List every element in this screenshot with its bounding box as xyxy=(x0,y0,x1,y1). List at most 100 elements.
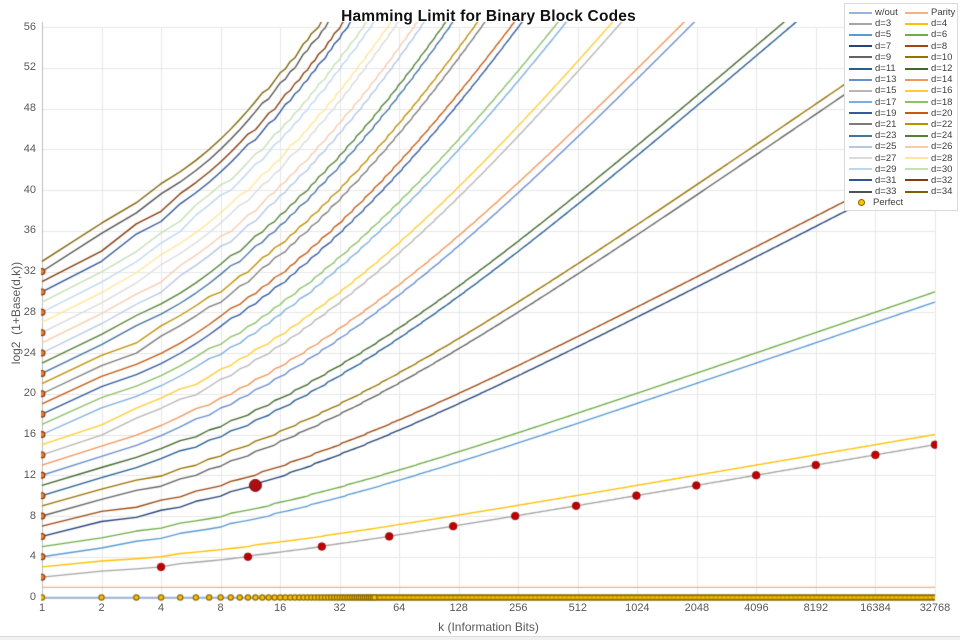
x-tick-label: 128 xyxy=(449,602,468,614)
legend-line-swatch xyxy=(905,123,928,126)
legend-line-swatch xyxy=(849,179,872,182)
legend-entry-d7[interactable]: d=7 xyxy=(845,41,901,52)
legend-entry-d8[interactable]: d=8 xyxy=(901,41,957,52)
legend-entry-d31[interactable]: d=31 xyxy=(845,175,901,186)
legend-entry-d22[interactable]: d=22 xyxy=(901,119,957,130)
y-tick-label: 44 xyxy=(23,142,36,155)
x-tick-label: 2048 xyxy=(684,602,710,614)
legend-entry-d33[interactable]: d=33 xyxy=(845,186,901,197)
x-tick-label: 256 xyxy=(509,602,528,614)
legend[interactable]: w/out Parity d=3 d=4 d=5 d=6 d=7 d=8 d=9 d=10 d=11… xyxy=(844,3,958,212)
legend-entry-d27[interactable]: d=27 xyxy=(845,153,901,164)
x-tick-label: 1024 xyxy=(625,602,650,614)
y-tick-label: 40 xyxy=(23,183,36,196)
legend-entry-d20[interactable]: d=20 xyxy=(901,108,957,119)
legend-entry-d6[interactable]: d=6 xyxy=(901,29,957,40)
legend-label: d=32 xyxy=(931,174,953,186)
legend-entry-d29[interactable]: d=29 xyxy=(845,164,901,175)
legend-row: d=19 d=20 xyxy=(845,108,957,119)
legend-line-swatch xyxy=(905,157,928,160)
legend-entry-d13[interactable]: d=13 xyxy=(845,74,901,85)
legend-entry-d10[interactable]: d=10 xyxy=(901,52,957,63)
legend-line-swatch xyxy=(849,157,872,160)
legend-entry-d21[interactable]: d=21 xyxy=(845,119,901,130)
legend-row: d=5 d=6 xyxy=(845,29,957,40)
chart-title[interactable]: Hamming Limit for Binary Block Codes xyxy=(341,8,636,25)
legend-line-swatch xyxy=(905,134,928,137)
legend-entry-d15[interactable]: d=15 xyxy=(845,85,901,96)
legend-label: d=14 xyxy=(931,74,953,86)
legend-entry-perfect[interactable]: Perfect xyxy=(845,197,957,208)
legend-entry-d3[interactable]: d=3 xyxy=(845,18,901,29)
legend-label: d=15 xyxy=(875,85,897,97)
perfect-marker-icon xyxy=(858,199,865,207)
y-tick-label: 20 xyxy=(23,387,36,400)
x-tick-label: 32 xyxy=(333,602,346,614)
legend-line-swatch xyxy=(905,168,928,171)
y-tick-label: 4 xyxy=(29,550,36,563)
x-tick-label: 512 xyxy=(568,602,587,614)
legend-label: d=16 xyxy=(931,85,953,97)
x-tick-label: 2 xyxy=(98,602,105,614)
legend-line-swatch xyxy=(905,190,928,193)
legend-label: d=13 xyxy=(875,74,897,86)
legend-label: Perfect xyxy=(873,197,904,209)
legend-entry-d14[interactable]: d=14 xyxy=(901,74,957,85)
legend-label: w/out xyxy=(875,7,898,19)
legend-entry-d32[interactable]: d=32 xyxy=(901,175,957,186)
legend-entry-d28[interactable]: d=28 xyxy=(901,153,957,164)
legend-entry-d11[interactable]: d=11 xyxy=(845,63,901,74)
legend-label: d=33 xyxy=(875,186,897,198)
legend-entry-d34[interactable]: d=34 xyxy=(901,186,957,197)
legend-line-swatch xyxy=(849,134,872,137)
legend-entry-wout[interactable]: w/out xyxy=(845,7,901,18)
legend-entry-d23[interactable]: d=23 xyxy=(845,130,901,141)
legend-entry-d30[interactable]: d=30 xyxy=(901,164,957,175)
legend-label: d=18 xyxy=(931,96,953,108)
legend-row: d=33 d=34 xyxy=(845,186,957,197)
legend-label: d=8 xyxy=(931,40,948,52)
y-tick-label: 36 xyxy=(23,224,36,237)
legend-line-swatch xyxy=(849,101,872,104)
y-tick-label: 0 xyxy=(29,591,36,603)
legend-entry-d17[interactable]: d=17 xyxy=(845,97,901,108)
x-tick-label: 4 xyxy=(158,602,165,614)
y-tick-label: 12 xyxy=(23,468,36,481)
legend-row: d=11 d=12 xyxy=(845,63,957,74)
x-tick-label: 8 xyxy=(217,602,224,614)
legend-row: d=15 d=16 xyxy=(845,85,957,96)
legend-entry-d24[interactable]: d=24 xyxy=(901,130,957,141)
legend-line-swatch xyxy=(849,33,872,36)
legend-entry-d9[interactable]: d=9 xyxy=(845,52,901,63)
legend-entry-d5[interactable]: d=5 xyxy=(845,29,901,40)
legend-label: d=17 xyxy=(875,96,897,108)
legend-line-swatch xyxy=(849,112,872,115)
legend-label: d=6 xyxy=(931,29,948,41)
legend-row: d=9 d=10 xyxy=(845,52,957,63)
legend-line-swatch xyxy=(849,67,872,70)
legend-line-swatch xyxy=(849,89,872,92)
x-tick-label: 8192 xyxy=(803,602,829,614)
legend-entry-d19[interactable]: d=19 xyxy=(845,108,901,119)
legend-label: d=3 xyxy=(875,18,892,30)
y-tick-label: 24 xyxy=(23,346,36,359)
legend-row: d=3 d=4 xyxy=(845,18,957,29)
legend-entry-parity[interactable]: Parity xyxy=(901,7,957,18)
legend-entry-d25[interactable]: d=25 xyxy=(845,141,901,152)
legend-entry-d18[interactable]: d=18 xyxy=(901,97,957,108)
legend-label: Parity xyxy=(931,7,956,19)
legend-entry-d16[interactable]: d=16 xyxy=(901,85,957,96)
y-tick-label: 8 xyxy=(29,509,36,522)
legend-line-swatch xyxy=(905,11,928,14)
legend-line-swatch xyxy=(905,45,928,48)
legend-line-swatch xyxy=(905,179,928,182)
x-tick-label: 4096 xyxy=(744,602,769,614)
legend-entry-d26[interactable]: d=26 xyxy=(901,141,957,152)
legend-entry-d12[interactable]: d=12 xyxy=(901,63,957,74)
legend-entry-d4[interactable]: d=4 xyxy=(901,18,957,29)
legend-label: d=28 xyxy=(931,152,953,164)
legend-label: d=29 xyxy=(875,163,897,175)
legend-line-swatch xyxy=(905,56,928,59)
legend-row: d=13 d=14 xyxy=(845,74,957,85)
